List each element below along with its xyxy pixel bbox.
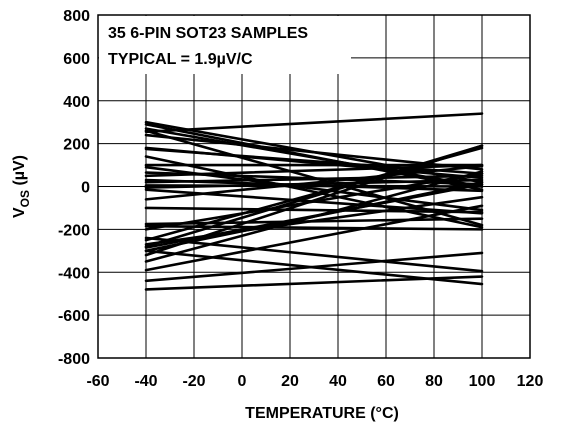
y-axis-title: VOS (µV) [11,155,32,218]
series-line-35 [144,184,484,188]
series-line-29 [144,249,484,286]
x-tick-labels: -60 -40 -20 0 20 40 60 80 100 120 [86,373,543,390]
y-tick-label: 400 [63,94,90,111]
y-tick-label: -800 [58,351,90,368]
x-tick-label: 0 [238,373,247,390]
y-tick-label: 0 [81,180,90,197]
x-axis-title: TEMPERATURE (°C) [245,405,399,422]
series-line-33 [144,146,484,180]
series-line-26 [144,204,484,272]
y-tick-label: -600 [58,308,90,325]
series-line-23 [144,144,484,248]
y-tick-labels: 800 600 400 200 0 -200 -400 -600 -800 [58,8,90,368]
x-tick-label: 100 [469,373,496,390]
y-axis-title-main: V [11,207,28,218]
annotation-line-1: 35 6-PIN SOT23 SAMPLES [108,25,308,42]
x-tick-label: -60 [86,373,109,390]
series-line-18 [144,224,484,231]
series-line-32 [144,165,484,212]
series-line-1 [144,112,484,134]
y-tick-label: 200 [63,137,90,154]
series-line-13 [144,174,484,184]
series-line-34 [144,206,484,214]
x-tick-label: -40 [134,373,157,390]
plot-frame [97,14,531,359]
annotation-line-2: TYPICAL = 1.9µV/C [108,51,253,68]
y-tick-label: -400 [58,265,90,282]
x-tick-label: 40 [329,373,347,390]
x-tick-label: 80 [425,373,443,390]
y-tick-label: 600 [63,51,90,68]
x-tick-label: 120 [517,373,544,390]
y-tick-label: -200 [58,222,90,239]
x-tick-label: -20 [182,373,205,390]
series-line-30 [144,236,484,273]
annotation-box [99,16,351,74]
y-axis-title-subscript: OS [18,190,32,207]
y-tick-label: 800 [63,8,90,25]
x-tick-label: 20 [281,373,299,390]
y-axis-title-unit: (µV) [11,155,28,190]
series-group [144,112,484,291]
x-tick-label: 60 [377,373,395,390]
series-line-31 [144,172,484,231]
